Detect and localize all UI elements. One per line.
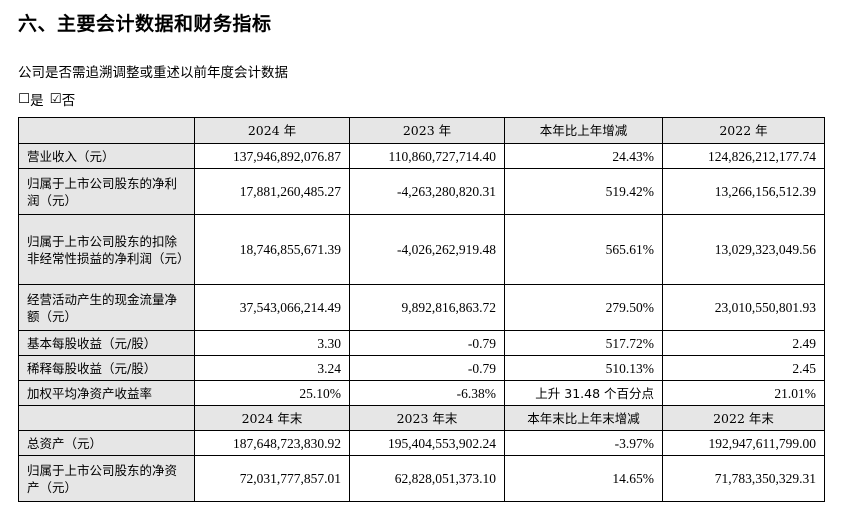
section-heading: 六、主要会计数据和财务指标: [18, 13, 272, 35]
table-row: 稀释每股收益（元/股） 3.24 -0.79 510.13% 2.45: [18, 355, 825, 381]
table-row: 营业收入（元） 137,946,892,076.87 110,860,727,714…: [18, 143, 825, 169]
table-cell: 17,881,260,485.27: [194, 168, 350, 215]
row-label: 稀释每股收益（元/股）: [18, 355, 195, 381]
row-label: 总资产（元）: [18, 430, 195, 456]
table-row: 总资产（元） 187,648,723,830.92 195,404,553,902.…: [18, 430, 825, 456]
table-cell: 195,404,553,902.24: [349, 430, 505, 456]
column-header: 2024 年: [194, 117, 350, 144]
table-cell: -0.79: [349, 330, 505, 356]
table-cell: 137,946,892,076.87: [194, 143, 350, 169]
table-cell: 上升 31.48 个百分点: [504, 380, 663, 406]
table-cell: -4,026,262,919.48: [349, 214, 505, 285]
table-row: 归属于上市公司股东的净利润（元） 17,881,260,485.27 -4,263,…: [18, 168, 825, 215]
table-cell: 192,947,611,799.00: [662, 430, 825, 456]
row-label: 营业收入（元）: [18, 143, 195, 169]
table-cell: 2.45: [662, 355, 825, 381]
table-cell: 21.01%: [662, 380, 825, 406]
table-cell: 510.13%: [504, 355, 663, 381]
option-yes[interactable]: ☐ 是: [18, 89, 44, 109]
table-cell: 62,828,051,373.10: [349, 455, 505, 502]
table-cell: 565.61%: [504, 214, 663, 285]
restatement-question: 公司是否需追溯调整或重述以前年度会计数据: [18, 65, 288, 81]
table-cell: 110,860,727,714.40: [349, 143, 505, 169]
column-header: 2023 年末: [349, 405, 505, 431]
option-yes-label: 是: [30, 93, 44, 109]
column-header: 2024 年末: [194, 405, 350, 431]
table-cell: -4,263,280,820.31: [349, 168, 505, 215]
table-cell: -0.79: [349, 355, 505, 381]
table-cell: 72,031,777,857.01: [194, 455, 350, 502]
row-label: 加权平均净资产收益率: [18, 380, 195, 406]
column-header: 2022 年末: [662, 405, 825, 431]
checked-box-icon[interactable]: ☑: [49, 91, 62, 107]
table-header-row: 2024 年末 2023 年末 本年末比上年末增减 2022 年末: [18, 405, 825, 431]
option-no-label: 否: [61, 93, 76, 109]
table-cell: 18,746,855,671.39: [194, 214, 350, 285]
table-row: 基本每股收益（元/股） 3.30 -0.79 517.72% 2.49: [18, 330, 825, 356]
table-cell: 9,892,816,863.72: [349, 284, 505, 331]
table-cell: -6.38%: [349, 380, 505, 406]
table-cell: 187,648,723,830.92: [194, 430, 350, 456]
table-header-row: 2024 年 2023 年本年比上年增减 2022 年: [18, 117, 825, 144]
table-cell: 3.24: [194, 355, 350, 381]
column-header: 本年末比上年末增减: [504, 405, 663, 431]
table-cell: 2.49: [662, 330, 825, 356]
table-cell: 23,010,550,801.93: [662, 284, 825, 331]
column-header: 2023 年: [349, 117, 505, 144]
column-header: 本年比上年增减: [504, 117, 663, 144]
table-cell: 517.72%: [504, 330, 663, 356]
restatement-options: ☐ 是 ☑ 否: [18, 89, 81, 109]
table-cell: 25.10%: [194, 380, 350, 406]
option-no[interactable]: ☑ 否: [50, 89, 76, 109]
table-row: 经营活动产生的现金流量净额（元） 37,543,066,214.49 9,892,8…: [18, 284, 825, 331]
table-cell: 24.43%: [504, 143, 663, 169]
table-cell: 13,029,323,049.56: [662, 214, 825, 285]
table-cell: 3.30: [194, 330, 350, 356]
row-label: 归属于上市公司股东的净利润（元）: [18, 168, 195, 215]
table-row: 加权平均净资产收益率 25.10% -6.38% 上升 31.48 个百分点 21.01…: [18, 380, 825, 406]
table-row: 归属于上市公司股东的扣除非经常性损益的净利润（元） 18,746,855,671.…: [18, 214, 825, 285]
table-cell: 519.42%: [504, 168, 663, 215]
table-cell: 124,826,212,177.74: [662, 143, 825, 169]
table-cell: 37,543,066,214.49: [194, 284, 350, 331]
row-label: 归属于上市公司股东的净资产（元）: [18, 455, 195, 502]
table-cell: 279.50%: [504, 284, 663, 331]
table-cell: 14.65%: [504, 455, 663, 502]
table-cell: 13,266,156,512.39: [662, 168, 825, 215]
header-blank-cell: [18, 405, 195, 431]
header-blank-cell: [18, 117, 195, 144]
row-label: 经营活动产生的现金流量净额（元）: [18, 284, 195, 331]
row-label: 基本每股收益（元/股）: [18, 330, 195, 356]
table-cell: 71,783,350,329.31: [662, 455, 825, 502]
financial-indicators-table: 2024 年 2023 年本年比上年增减 2022 年营业收入（元） 137,946,…: [18, 117, 825, 502]
row-label: 归属于上市公司股东的扣除非经常性损益的净利润（元）: [18, 214, 195, 285]
table-row: 归属于上市公司股东的净资产（元） 72,031,777,857.01 62,828,…: [18, 455, 825, 502]
unchecked-box-icon[interactable]: ☐: [18, 91, 31, 107]
column-header: 2022 年: [662, 117, 825, 144]
table-cell: -3.97%: [504, 430, 663, 456]
